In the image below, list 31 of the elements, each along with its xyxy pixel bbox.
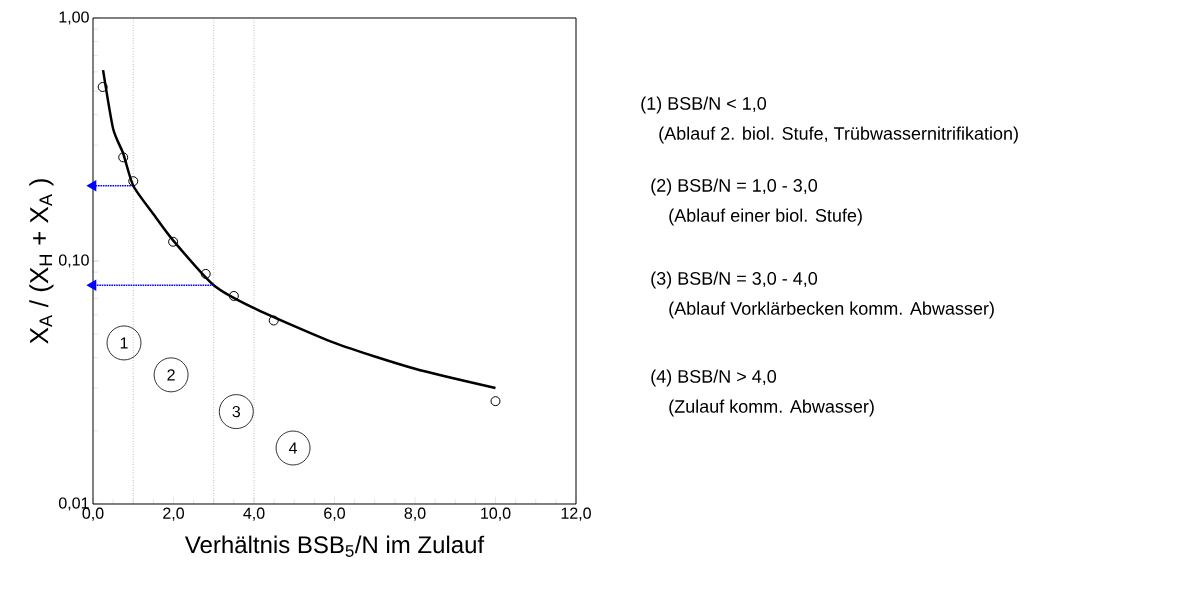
text: (Ablauf Vorklärbecken komm. Abwasser)	[669, 301, 994, 319]
point	[118, 152, 129, 163]
annotation: 2	[167, 369, 175, 381]
point	[200, 268, 211, 279]
text: (1) BSB/N < 1,0	[641, 96, 767, 114]
annotation: 3	[232, 405, 241, 418]
y-axis-title: X$_{A}$ / (X$_{H}$ + X$_{A}$ )	[29, 179, 54, 344]
y-tick-label: 0,10	[58, 254, 89, 268]
y-tick-label: 1,00	[59, 11, 89, 25]
text: (Ablauf 2. biol. Stufe, Trübwassernitrifikation)	[659, 126, 1018, 144]
line-series	[101, 68, 497, 390]
x-tick-label: 6,0	[324, 507, 345, 521]
point	[168, 236, 179, 247]
point	[97, 82, 108, 93]
x-tick-label: 10,0	[481, 507, 511, 521]
x-tick-label: 4,0	[243, 507, 265, 521]
point	[228, 290, 239, 301]
text: (2) BSB/N = 1,0 - 3,0	[651, 178, 818, 196]
point	[128, 176, 139, 187]
x-axis-title: Verhältnis BSB$_{5}$/N im Zulauf	[184, 535, 485, 557]
point	[268, 315, 279, 326]
annotation: 4	[288, 442, 298, 454]
text: (3) BSB/N = 3,0 - 4,0	[651, 271, 818, 289]
x-tick-label: 2,0	[163, 507, 184, 521]
x-tick-label: 8,0	[404, 507, 426, 521]
x-tick-label: 12,0	[561, 507, 591, 521]
annotation: 1	[120, 337, 128, 349]
text: (Zulauf komm. Abwasser)	[669, 399, 874, 417]
point	[490, 396, 501, 407]
text: (4) BSB/N > 4,0	[651, 369, 777, 387]
text: (Ablauf einer biol. Stufe)	[669, 208, 862, 226]
